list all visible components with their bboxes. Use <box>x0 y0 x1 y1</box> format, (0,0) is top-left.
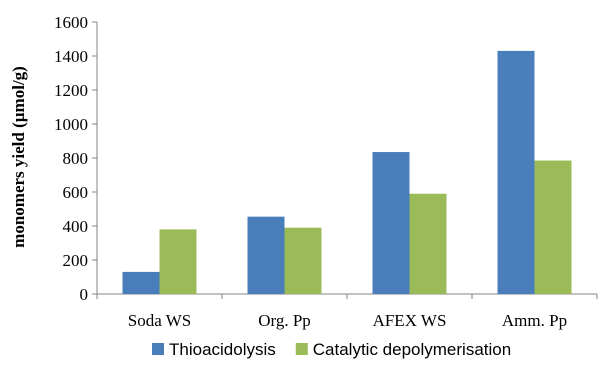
legend-swatch <box>152 343 164 355</box>
bar-catalytic-depolymerisation <box>534 160 572 294</box>
y-tick-label: 1000 <box>54 115 88 134</box>
x-tick-label: AFEX WS <box>373 311 447 330</box>
x-tick-label: Amm. Pp <box>502 311 567 330</box>
y-tick-label: 1400 <box>54 47 88 66</box>
bar-thioacidolysis <box>372 152 410 294</box>
bar-catalytic-depolymerisation <box>284 227 322 294</box>
legend-label: Catalytic depolymerisation <box>313 340 511 359</box>
y-axis-label: monomers yield (µmol/g) <box>9 66 28 248</box>
bar-thioacidolysis <box>497 50 535 295</box>
y-tick-label: 200 <box>63 251 89 270</box>
y-tick-label: 800 <box>63 149 89 168</box>
y-tick-label: 1200 <box>54 81 88 100</box>
legend: Thioacidolysis Catalytic depolymerisation <box>152 340 511 359</box>
bar-thioacidolysis <box>122 271 160 294</box>
bar-catalytic-depolymerisation <box>409 193 447 294</box>
x-tick-label: Soda WS <box>128 311 191 330</box>
legend-swatch <box>295 343 308 355</box>
y-tick-label: 400 <box>63 217 89 236</box>
y-axis-title: monomers yield (µmol/g) <box>9 66 28 248</box>
legend-label: Thioacidolysis <box>169 340 276 359</box>
y-tick-label: 1600 <box>54 13 88 32</box>
bar-catalytic-depolymerisation <box>159 229 197 294</box>
y-tick-label: 600 <box>63 183 89 202</box>
x-tick-label: Org. Pp <box>258 311 311 330</box>
plot-area: 0 200 400 600 800 1000 1200 1400 1600 Soda WS Org.… <box>54 13 598 330</box>
y-tick-label: 0 <box>80 285 89 304</box>
bar-thioacidolysis <box>247 216 285 294</box>
